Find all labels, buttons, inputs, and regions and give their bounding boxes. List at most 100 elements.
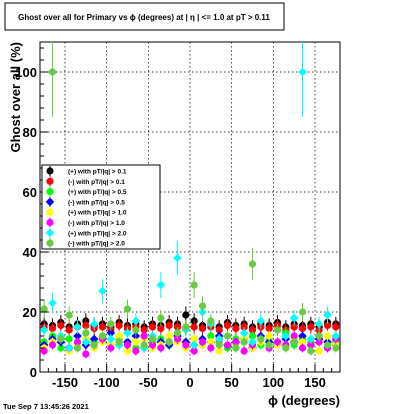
data-point (173, 335, 182, 343)
data-point (123, 341, 132, 349)
data-point (265, 341, 273, 349)
data-point (173, 323, 182, 331)
data-point (298, 67, 307, 77)
legend-label: (+) with pT/|q| > 2.0 (68, 230, 127, 237)
data-point (173, 329, 182, 337)
data-point (106, 328, 116, 338)
legend-marker (45, 228, 55, 238)
data-point (131, 316, 141, 326)
data-point (190, 335, 198, 343)
data-point (331, 331, 341, 341)
legend-label: (+) with pT/|q| > 0.1 (68, 169, 127, 176)
data-point (240, 323, 248, 331)
legend-marker (46, 218, 54, 227)
data-point (298, 338, 307, 346)
data-point (140, 332, 148, 340)
data-point (123, 305, 132, 313)
data-point (323, 341, 332, 349)
data-point (232, 338, 240, 346)
data-point (232, 324, 240, 333)
legend-marker (46, 167, 54, 175)
data-point (332, 344, 340, 352)
x-tick-label: -150 (52, 375, 78, 390)
data-point (315, 338, 323, 346)
legend-marker (46, 177, 54, 185)
data-point (315, 347, 323, 355)
data-point (307, 341, 315, 349)
timestamp-footer: Tue Sep 7 13:45:26 2021 (3, 402, 89, 411)
data-point (298, 308, 307, 316)
legend-label: (-) with pT/|q| > 0.1 (68, 179, 125, 186)
data-point (198, 324, 207, 333)
data-point (323, 321, 332, 330)
data-point (256, 316, 266, 326)
data-points (39, 42, 341, 359)
data-point (140, 341, 148, 349)
data-point (223, 332, 232, 340)
chart-title: Ghost over all for Primary vs ϕ (degrees… (18, 13, 270, 22)
legend-label: (+) with pT/|q| > 1.0 (68, 210, 127, 217)
data-point (106, 334, 116, 344)
data-point (64, 343, 74, 353)
data-point (315, 332, 323, 340)
data-point (190, 323, 198, 331)
data-point (73, 331, 82, 341)
data-point (182, 311, 190, 319)
data-point (82, 350, 90, 358)
data-point (165, 321, 173, 330)
data-point (73, 322, 82, 332)
data-point (107, 320, 115, 328)
data-point (132, 338, 140, 346)
data-point (132, 326, 140, 334)
legend-label: (-) with pT/|q| > 2.0 (68, 241, 125, 248)
y-tick-label: 60 (23, 185, 37, 200)
axis-ticks: -150 -100 -50 0 50 100 150 0 20 40 60 80 100 (15, 47, 341, 390)
data-point (240, 338, 248, 346)
y-axis-label: Ghost over all (%) (8, 42, 23, 153)
legend-label: (-) with pT/|q| > 1.0 (68, 220, 125, 227)
data-point (140, 326, 148, 334)
data-point (298, 324, 307, 333)
data-point (215, 347, 223, 355)
data-point (190, 281, 198, 289)
data-point (48, 324, 57, 333)
data-point (173, 253, 182, 263)
x-tick-label: -50 (139, 375, 158, 390)
y-tick-label: 0 (30, 365, 37, 380)
data-point (182, 323, 190, 331)
data-point (189, 340, 199, 350)
data-point (148, 335, 157, 343)
data-point (273, 326, 282, 334)
data-point (215, 341, 223, 349)
data-point (48, 298, 57, 308)
data-point (82, 321, 90, 330)
data-point (323, 332, 332, 340)
series-7 (39, 42, 341, 353)
data-point (57, 335, 65, 343)
series-8 (40, 42, 340, 356)
data-point (90, 341, 98, 349)
data-point (115, 332, 123, 340)
data-point (207, 344, 215, 352)
data-point (148, 323, 157, 331)
data-point (82, 329, 90, 337)
data-point (57, 321, 65, 330)
data-point (207, 317, 215, 325)
data-point (182, 341, 190, 349)
data-point (239, 328, 249, 338)
data-point (57, 344, 65, 352)
data-point (89, 319, 99, 329)
data-point (65, 335, 73, 343)
data-point (215, 326, 223, 334)
data-point (248, 326, 257, 334)
data-point (273, 338, 282, 346)
data-point (107, 344, 115, 352)
data-point (190, 347, 198, 355)
data-point (207, 332, 215, 340)
x-tick-label: 150 (304, 375, 326, 390)
data-point (257, 335, 265, 343)
data-point (132, 347, 140, 355)
data-point (214, 334, 224, 344)
data-point (98, 286, 107, 296)
y-tick-label: 80 (23, 125, 37, 140)
